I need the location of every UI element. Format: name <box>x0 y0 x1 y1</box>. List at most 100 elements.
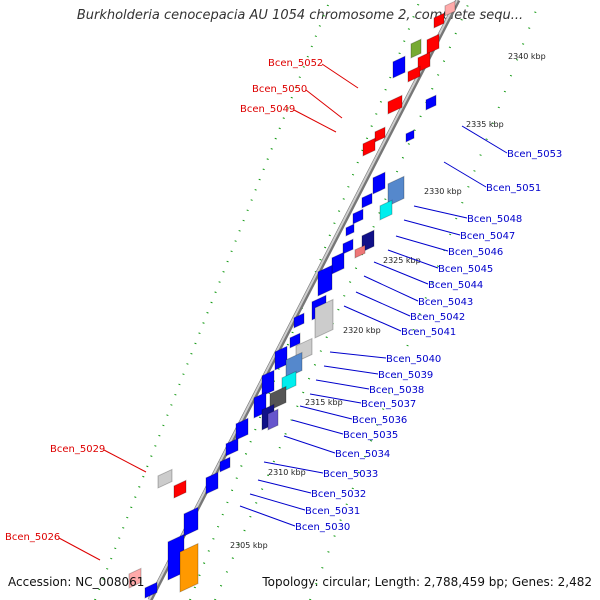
gene-block[interactable] <box>417 51 431 73</box>
gene-label-right[interactable]: Bcen_5036 <box>352 415 407 426</box>
gene-block[interactable] <box>392 55 406 79</box>
leader-line <box>293 109 337 133</box>
kbp-tick-label: 2340 kbp <box>508 52 546 61</box>
gene-label-right[interactable]: Bcen_5048 <box>467 214 522 225</box>
leader-line <box>329 351 387 359</box>
leader-line <box>315 379 370 390</box>
gene-block[interactable] <box>269 385 287 411</box>
kbp-tick-label: 2330 kbp <box>424 187 462 196</box>
gene-block[interactable] <box>225 437 239 457</box>
leader-line <box>263 461 324 474</box>
leader-line <box>309 393 362 404</box>
leader-line <box>58 537 101 561</box>
leader-line <box>343 305 402 332</box>
gene-label-left[interactable]: Bcen_5049 <box>240 104 295 115</box>
kbp-tick-label: 2305 kbp <box>230 541 268 550</box>
gene-label-left[interactable]: Bcen_5029 <box>50 444 105 455</box>
gene-block[interactable] <box>179 542 199 593</box>
gene-block[interactable] <box>235 417 249 441</box>
gene-block[interactable] <box>274 345 288 371</box>
gene-label-right[interactable]: Bcen_5030 <box>295 522 350 533</box>
gene-block[interactable] <box>405 129 415 143</box>
leader-line <box>413 205 468 219</box>
gene-block[interactable] <box>361 192 373 209</box>
gene-label-right[interactable]: Bcen_5038 <box>369 385 424 396</box>
gene-label-right[interactable]: Bcen_5033 <box>323 469 378 480</box>
gene-label-right[interactable]: Bcen_5046 <box>448 247 503 258</box>
gene-block[interactable] <box>219 456 231 473</box>
kbp-tick-label: 2315 kbp <box>305 398 343 407</box>
leader-line <box>249 493 306 511</box>
gene-label-right[interactable]: Bcen_5047 <box>460 231 515 242</box>
gene-label-right[interactable]: Bcen_5040 <box>386 354 441 365</box>
gene-block[interactable] <box>425 94 437 111</box>
gene-block[interactable] <box>374 126 386 143</box>
gene-block[interactable] <box>372 171 386 195</box>
gene-block[interactable] <box>314 298 334 339</box>
gene-block[interactable] <box>157 468 173 489</box>
kbp-tick-label: 2325 kbp <box>383 256 421 265</box>
leader-line <box>323 365 379 375</box>
leader-line <box>403 219 461 236</box>
gene-label-right[interactable]: Bcen_5032 <box>311 489 366 500</box>
gene-block[interactable] <box>433 12 445 29</box>
gene-label-right[interactable]: Bcen_5039 <box>378 370 433 381</box>
gene-label-right[interactable]: Bcen_5053 <box>507 149 562 160</box>
gene-label-right[interactable]: Bcen_5035 <box>343 430 398 441</box>
gene-block[interactable] <box>387 94 403 115</box>
gene-block[interactable] <box>379 199 393 221</box>
gene-label-left[interactable]: Bcen_5052 <box>268 58 323 69</box>
gene-block[interactable] <box>144 581 158 599</box>
gene-block[interactable] <box>183 506 199 537</box>
gene-block[interactable] <box>293 312 305 329</box>
backbone-highlight <box>148 0 458 600</box>
gene-block[interactable] <box>267 408 279 431</box>
gene-label-right[interactable]: Bcen_5037 <box>361 399 416 410</box>
gene-block[interactable] <box>342 238 354 255</box>
gene-block[interactable] <box>410 38 422 59</box>
leader-line <box>373 261 429 285</box>
leader-line <box>443 161 487 188</box>
gene-label-right[interactable]: Bcen_5045 <box>438 264 493 275</box>
gene-block[interactable] <box>354 244 366 259</box>
leader-line <box>291 419 344 435</box>
leader-line <box>321 63 359 89</box>
gene-block[interactable] <box>387 175 405 207</box>
gene-block[interactable] <box>345 223 355 237</box>
gene-block[interactable] <box>331 251 345 275</box>
gene-block[interactable] <box>426 33 440 55</box>
gene-label-right[interactable]: Bcen_5031 <box>305 506 360 517</box>
leader-line <box>283 435 336 454</box>
leader-line <box>257 479 312 494</box>
gene-block[interactable] <box>317 264 333 297</box>
gene-label-right[interactable]: Bcen_5051 <box>486 183 541 194</box>
gene-label-right[interactable]: Bcen_5034 <box>335 449 390 460</box>
gene-label-right[interactable]: Bcen_5042 <box>410 312 465 323</box>
leader-line <box>103 449 147 473</box>
gene-label-left[interactable]: Bcen_5026 <box>5 532 60 543</box>
gene-label-right[interactable]: Bcen_5041 <box>401 327 456 338</box>
gene-block[interactable] <box>261 369 275 397</box>
gene-label-left[interactable]: Bcen_5050 <box>252 84 307 95</box>
leader-line <box>387 249 439 269</box>
kbp-tick-label: 2335 kbp <box>466 120 504 129</box>
gene-block[interactable] <box>407 65 421 83</box>
leader-line <box>299 405 353 420</box>
accession-text: Accession: NC_008061 <box>8 575 145 589</box>
gene-block[interactable] <box>444 0 456 17</box>
gene-block[interactable] <box>362 137 376 157</box>
gene-block[interactable] <box>173 479 187 499</box>
gene-block[interactable] <box>128 567 142 589</box>
gene-label-right[interactable]: Bcen_5044 <box>428 280 483 291</box>
leader-line <box>305 89 343 119</box>
leader-line <box>363 275 419 302</box>
leader-line <box>355 291 411 317</box>
leader-line <box>461 125 508 154</box>
gene-block[interactable] <box>205 471 219 495</box>
gene-label-right[interactable]: Bcen_5043 <box>418 297 473 308</box>
summary-text: Topology: circular; Length: 2,788,459 bp… <box>262 575 592 589</box>
kbp-tick-label: 2320 kbp <box>343 326 381 335</box>
gene-block[interactable] <box>289 332 301 349</box>
gene-block[interactable] <box>352 208 364 225</box>
